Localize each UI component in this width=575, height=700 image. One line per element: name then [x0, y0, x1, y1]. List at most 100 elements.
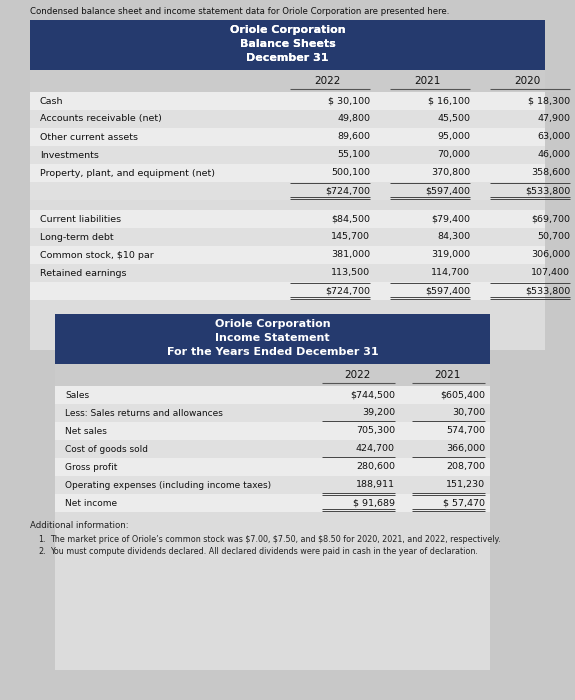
Text: Other current assets: Other current assets: [40, 132, 138, 141]
Bar: [30, 20, 545, 300]
Text: $ 30,100: $ 30,100: [328, 97, 370, 106]
Text: Long-term debt: Long-term debt: [40, 232, 114, 241]
Text: Current liabilities: Current liabilities: [40, 214, 121, 223]
Text: Oriole Corporation: Oriole Corporation: [229, 25, 346, 35]
Bar: [30, 92, 545, 110]
Text: Sales: Sales: [65, 391, 89, 400]
Text: $597,400: $597,400: [425, 186, 470, 195]
Text: 39,200: 39,200: [362, 409, 395, 417]
Text: Property, plant, and equipment (net): Property, plant, and equipment (net): [40, 169, 215, 178]
Bar: [30, 146, 545, 164]
Text: December 31: December 31: [246, 53, 329, 63]
Text: 45,500: 45,500: [437, 115, 470, 123]
Text: $79,400: $79,400: [431, 214, 470, 223]
Text: Investments: Investments: [40, 150, 99, 160]
Bar: [55, 364, 490, 386]
Text: 2022: 2022: [315, 76, 340, 86]
Text: $ 18,300: $ 18,300: [528, 97, 570, 106]
Text: You must compute dividends declared. All declared dividends were paid in cash in: You must compute dividends declared. All…: [50, 547, 478, 556]
Bar: [30, 20, 545, 70]
Text: Common stock, $10 par: Common stock, $10 par: [40, 251, 154, 260]
Bar: [30, 128, 545, 146]
Text: 63,000: 63,000: [537, 132, 570, 141]
Bar: [30, 228, 545, 246]
Text: Net income: Net income: [65, 498, 117, 508]
Text: $533,800: $533,800: [525, 286, 570, 295]
Bar: [55, 386, 490, 404]
Text: 2021: 2021: [415, 76, 440, 86]
Text: 500,100: 500,100: [331, 169, 370, 178]
Text: 381,000: 381,000: [331, 251, 370, 260]
Text: December 31: December 31: [246, 53, 329, 63]
Text: Accounts receivable (net): Accounts receivable (net): [40, 115, 162, 123]
Bar: [55, 404, 490, 422]
Text: 358,600: 358,600: [531, 169, 570, 178]
Text: $724,700: $724,700: [325, 186, 370, 195]
Text: $ 91,689: $ 91,689: [353, 498, 395, 508]
Text: 46,000: 46,000: [537, 150, 570, 160]
Text: Balance Sheets: Balance Sheets: [240, 39, 335, 49]
Bar: [30, 110, 545, 128]
Bar: [30, 210, 545, 228]
Text: Cost of goods sold: Cost of goods sold: [65, 444, 148, 454]
Bar: [55, 314, 490, 670]
Text: 370,800: 370,800: [431, 169, 470, 178]
Text: $744,500: $744,500: [350, 391, 395, 400]
Text: 1.: 1.: [38, 535, 45, 543]
Bar: [55, 314, 490, 364]
Text: 30,700: 30,700: [452, 409, 485, 417]
Text: $724,700: $724,700: [325, 286, 370, 295]
Text: Gross profit: Gross profit: [65, 463, 117, 472]
Bar: [30, 282, 545, 300]
Text: Retained earnings: Retained earnings: [40, 269, 126, 277]
Text: Additional information:: Additional information:: [30, 522, 129, 531]
Text: 705,300: 705,300: [356, 426, 395, 435]
Text: Oriole Corporation: Oriole Corporation: [214, 319, 330, 329]
Text: $69,700: $69,700: [531, 214, 570, 223]
Text: Condensed balance sheet and income statement data for Oriole Corporation are pre: Condensed balance sheet and income state…: [30, 7, 450, 16]
Text: $ 16,100: $ 16,100: [428, 97, 470, 106]
Text: $ 57,470: $ 57,470: [443, 498, 485, 508]
Text: 574,700: 574,700: [446, 426, 485, 435]
Text: 70,000: 70,000: [437, 150, 470, 160]
Text: 49,800: 49,800: [337, 115, 370, 123]
Text: 2020: 2020: [515, 76, 540, 86]
Text: 107,400: 107,400: [531, 269, 570, 277]
Text: Less: Sales returns and allowances: Less: Sales returns and allowances: [65, 409, 223, 417]
Text: 47,900: 47,900: [537, 115, 570, 123]
Bar: [30, 182, 545, 200]
Text: Cash: Cash: [40, 97, 63, 106]
Text: 151,230: 151,230: [446, 480, 485, 489]
Bar: [55, 476, 490, 494]
Text: Income Statement: Income Statement: [215, 333, 330, 343]
Text: 113,500: 113,500: [331, 269, 370, 277]
Text: Oriole Corporation: Oriole Corporation: [229, 25, 346, 35]
Text: 50,700: 50,700: [537, 232, 570, 241]
Text: 424,700: 424,700: [356, 444, 395, 454]
Text: The market price of Oriole’s common stock was $7.00, $7.50, and $8.50 for 2020, : The market price of Oriole’s common stoc…: [50, 535, 501, 543]
Text: 114,700: 114,700: [431, 269, 470, 277]
Text: 84,300: 84,300: [437, 232, 470, 241]
Text: 280,600: 280,600: [356, 463, 395, 472]
Text: 188,911: 188,911: [356, 480, 395, 489]
Bar: [30, 164, 545, 182]
Text: 145,700: 145,700: [331, 232, 370, 241]
Text: $84,500: $84,500: [331, 214, 370, 223]
Text: Balance Sheets: Balance Sheets: [240, 39, 335, 49]
Bar: [55, 494, 490, 512]
Bar: [55, 422, 490, 440]
Text: $597,400: $597,400: [425, 286, 470, 295]
Bar: [30, 20, 545, 350]
Text: 95,000: 95,000: [437, 132, 470, 141]
Text: 208,700: 208,700: [446, 463, 485, 472]
Bar: [30, 264, 545, 282]
Text: $533,800: $533,800: [525, 186, 570, 195]
Bar: [30, 246, 545, 264]
Bar: [55, 458, 490, 476]
Text: 55,100: 55,100: [337, 150, 370, 160]
Text: 319,000: 319,000: [431, 251, 470, 260]
Bar: [55, 440, 490, 458]
Text: 89,600: 89,600: [337, 132, 370, 141]
Text: 2022: 2022: [344, 370, 371, 380]
Text: $605,400: $605,400: [440, 391, 485, 400]
